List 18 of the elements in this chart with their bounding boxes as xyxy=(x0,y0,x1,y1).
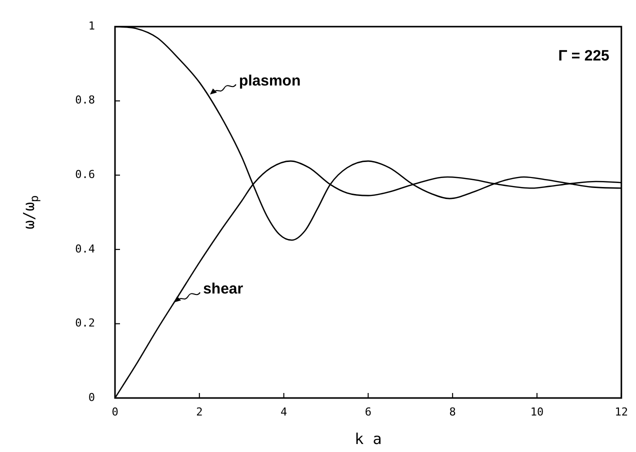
x-tick-label: 6 xyxy=(364,405,372,418)
x-tick-label: 10 xyxy=(530,405,544,418)
annotation: plasmon xyxy=(238,72,301,90)
annotation: shear xyxy=(203,280,244,298)
y-tick-label: 0.6 xyxy=(75,168,95,182)
x-tick-label: 0 xyxy=(112,405,118,418)
x-tick-label: 2 xyxy=(196,405,203,418)
x-tick-label: 12 xyxy=(614,405,628,418)
y-tick-label: 0.8 xyxy=(75,94,95,107)
annotation: Γ = 225 xyxy=(558,48,610,65)
x-tick-label: 8 xyxy=(449,405,456,418)
y-tick-label: 0.4 xyxy=(75,242,96,256)
y-tick-label: 1 xyxy=(88,19,95,32)
y-tick-label: 0.2 xyxy=(75,316,95,330)
y-tick-label: 0 xyxy=(88,390,95,404)
x-tick-label: 4 xyxy=(280,405,288,418)
y-axis-title: ω/ωp xyxy=(20,195,42,230)
x-axis-title: k a xyxy=(354,430,382,448)
